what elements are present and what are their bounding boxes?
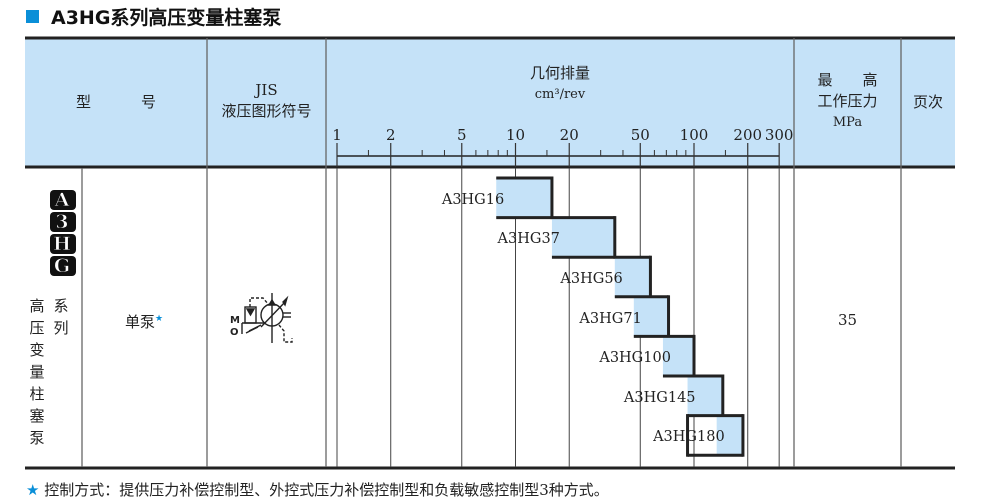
symbol-label-m: M (230, 315, 240, 326)
series-name-char: 塞 (29, 407, 45, 425)
series-logo: A3HG (50, 189, 76, 277)
pump-type-label: 单泵 (125, 313, 156, 331)
header-page: 页次 (912, 93, 943, 111)
tick-label: 20 (560, 126, 579, 144)
star-icon: ★ (155, 314, 164, 324)
bar-fill (716, 415, 743, 456)
bar-fill (614, 257, 651, 297)
bar-label: A3HG71 (579, 310, 642, 327)
header-model-1: 型 (75, 93, 91, 111)
max-pressure-value: 35 (837, 311, 858, 329)
series-name-char: 泵 (29, 429, 45, 447)
bar-label: A3HG180 (653, 429, 725, 446)
logo-letter: A (54, 189, 70, 211)
table-header (25, 38, 955, 167)
header-jis-1: JIS (255, 81, 278, 99)
bar-fill (551, 217, 615, 258)
tick-label: 50 (631, 126, 650, 144)
header-displacement-label: 几何排量 (529, 64, 590, 82)
title-text: A3HG系列高压变量柱塞泵 (51, 7, 282, 29)
header-displacement-unit: cm³/rev (534, 87, 586, 102)
logo-letter-shadow (50, 190, 76, 210)
header-pressure-1: 最 高 (817, 71, 878, 89)
bar-label: A3HG16 (441, 191, 505, 208)
header-model: 型号 (25, 92, 207, 113)
series-name-char: 压 (29, 319, 45, 337)
bar-label: A3HG145 (623, 389, 696, 406)
hydraulic-symbol-icon (241, 293, 293, 343)
pump-type: 单泵★ (125, 311, 163, 332)
grid-lines (336, 168, 780, 467)
series-name-char: 高 (29, 297, 45, 315)
tick-label: 5 (457, 126, 467, 144)
bar-label: A3HG56 (560, 271, 623, 287)
page-title: A3HG系列高压变量柱塞泵 (26, 3, 281, 30)
logo-letter-shadow (50, 256, 76, 276)
series-name-char: 量 (29, 363, 45, 381)
header-jis: JIS 液压图形符号 (207, 80, 326, 122)
logo-letter: G (54, 255, 70, 277)
symbol-label-o: O (230, 327, 239, 338)
header-pressure-2: 工作压力 (817, 92, 878, 110)
series-name-col2: 系列 (53, 295, 69, 339)
logo-letter: H (53, 233, 71, 255)
tick-label: 1 (332, 126, 342, 144)
header-pressure: 最 高工作压力 MPa (794, 70, 901, 133)
bar-fill (496, 178, 552, 218)
footnote: ★ 控制方式：提供压力补偿控制型、外控式压力补偿控制型和负载敏感控制型3种方式。 (26, 479, 609, 500)
tick-label: 200 (733, 126, 762, 144)
logo-letter-shadow (50, 234, 76, 254)
logo-letter-shadow (50, 212, 76, 232)
header-pressure-unit: MPa (832, 115, 863, 130)
logo-letter: 3 (55, 211, 68, 233)
tick-label: 100 (680, 126, 709, 144)
bar-fill (687, 376, 723, 416)
series-name-char: 柱 (29, 385, 45, 403)
bar-fill (662, 336, 694, 376)
bar-fill (633, 296, 669, 337)
bar-label: A3HG37 (497, 231, 560, 248)
bar-label: A3HG100 (599, 350, 671, 367)
star-icon: ★ (26, 481, 40, 499)
footnote-text: 控制方式：提供压力补偿控制型、外控式压力补偿控制型和负载敏感控制型3种方式。 (44, 481, 609, 499)
series-name-col1: 高压变量柱塞泵 (29, 295, 45, 449)
table-frame (25, 36, 955, 470)
bars (496, 176, 745, 457)
series-name-char: 列 (53, 319, 69, 337)
header-displacement: 几何排量 cm³/rev (326, 63, 794, 105)
series-name-char: 变 (29, 341, 45, 359)
title-square-icon (26, 10, 39, 23)
tick-label: 300 (765, 126, 794, 144)
tick-label: 10 (506, 126, 525, 144)
tick-label: 2 (386, 126, 396, 144)
axis: 1 2 5 10 20 50 100 200 300 (332, 126, 793, 167)
series-name-char: 系 (53, 297, 69, 315)
header-model-2: 号 (141, 93, 157, 111)
header-jis-2: 液压图形符号 (221, 102, 312, 120)
